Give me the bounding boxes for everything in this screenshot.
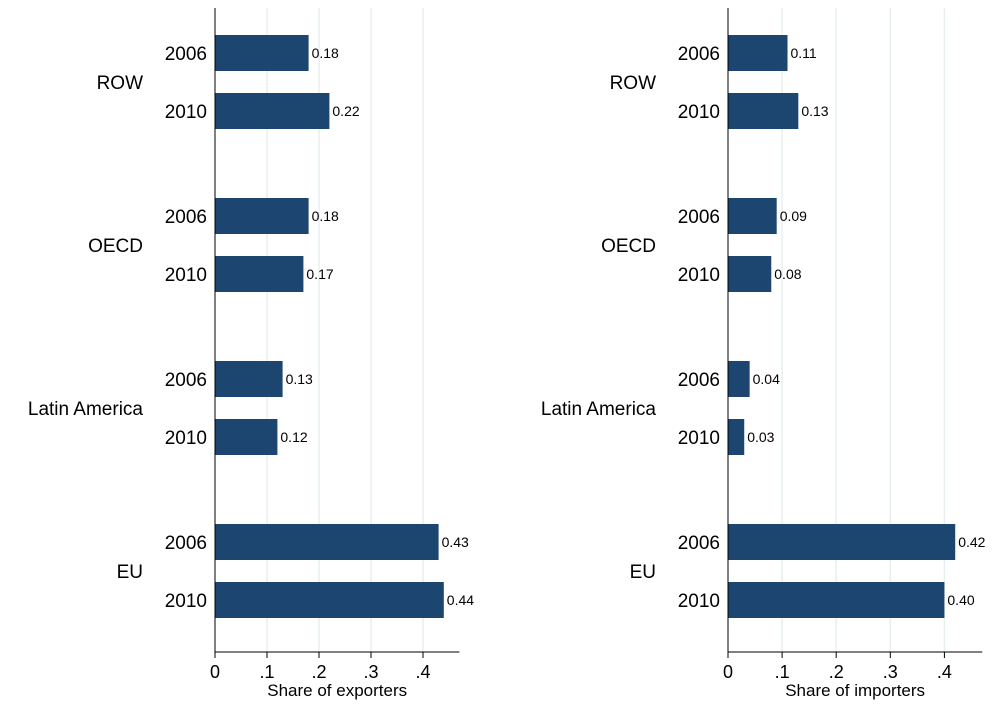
panel-2-x-tick-label: .3 — [883, 662, 898, 682]
panel-1-category-label: 2006 — [165, 207, 207, 228]
panel-1-x-tick-label: 0 — [210, 662, 220, 682]
panel-1-group-label: ROW — [97, 73, 144, 94]
panel-1-data-label: 0.22 — [332, 103, 359, 119]
panel-1-data-label: 0.18 — [312, 208, 339, 224]
panel-1-category-label: 2010 — [165, 265, 207, 286]
panel-1-x-tick-label: .1 — [259, 662, 274, 682]
panel-2-x-tick-label: .2 — [829, 662, 844, 682]
panel-2-data-label: 0.09 — [780, 208, 807, 224]
panel-2-category-label: 2006 — [678, 207, 720, 228]
panel-2-bar-latin-america-2006 — [728, 361, 750, 397]
panel-1-data-label: 0.12 — [280, 429, 307, 445]
panel-2-group-label: OECD — [601, 236, 656, 257]
panel-2-data-label: 0.08 — [774, 266, 801, 282]
panel-1-x-axis-title: Share of exporters — [267, 681, 407, 700]
panel-1-bar-eu-2010 — [215, 582, 444, 618]
panel-2-group-label: Latin America — [541, 399, 657, 420]
panel-1-bar-latin-america-2006 — [215, 361, 283, 397]
panel-2-bar-latin-america-2010 — [728, 419, 745, 455]
panel-2-data-label: 0.04 — [753, 371, 780, 387]
panel-2-x-tick-label: 0 — [723, 662, 733, 682]
panel-1-data-label: 0.18 — [312, 45, 339, 61]
panel-1-group-label: EU — [117, 562, 143, 583]
panel-2-group-label: EU — [630, 562, 656, 583]
panel-2-data-label: 0.13 — [801, 103, 828, 119]
panel-1-bar-oecd-2006 — [215, 198, 309, 234]
panel-1-x-tick-label: .3 — [363, 662, 378, 682]
panel-2-data-label: 0.11 — [791, 45, 817, 61]
panel-1-group-label: OECD — [88, 236, 143, 257]
panel-2-bar-oecd-2010 — [728, 256, 772, 292]
panel-2-category-label: 2006 — [678, 533, 720, 554]
panel-1-category-label: 2010 — [165, 428, 207, 449]
panel-2-bar-row-2006 — [728, 35, 788, 71]
panel-2-data-label: 0.42 — [958, 534, 985, 550]
panel-2-x-axis-title: Share of importers — [785, 681, 925, 700]
panel-2-group-label: ROW — [610, 73, 657, 94]
panel-2-data-label: 0.40 — [947, 592, 974, 608]
panel-2-category-label: 2010 — [678, 591, 720, 612]
panel-2-category-label: 2010 — [678, 265, 720, 286]
panel-2-category-label: 2010 — [678, 428, 720, 449]
panel-1-bar-eu-2006 — [215, 524, 439, 560]
panel-2-bar-oecd-2006 — [728, 198, 777, 234]
panel-2-bar-row-2010 — [728, 93, 799, 129]
panel-2-x-tick-label: .1 — [775, 662, 790, 682]
panel-1-bar-row-2006 — [215, 35, 309, 71]
panel-1-category-label: 2006 — [165, 533, 207, 554]
panel-1-x-tick-label: .4 — [415, 662, 430, 682]
panel-1-category-label: 2006 — [165, 370, 207, 391]
panel-2-category-label: 2006 — [678, 44, 720, 65]
panel-1-group-label: Latin America — [28, 399, 144, 420]
panel-1-bar-latin-america-2010 — [215, 419, 278, 455]
panel-1-category-label: 2010 — [165, 102, 207, 123]
panel-2-bar-eu-2010 — [728, 582, 945, 618]
panel-1-data-label: 0.43 — [442, 534, 469, 550]
panel-2-data-label: 0.03 — [747, 429, 774, 445]
panel-2-category-label: 2010 — [678, 102, 720, 123]
panel-2-bar-eu-2006 — [728, 524, 956, 560]
panel-2-category-label: 2006 — [678, 370, 720, 391]
panel-1-bar-oecd-2010 — [215, 256, 304, 292]
panel-1-data-label: 0.17 — [306, 266, 333, 282]
panel-1-x-tick-label: .2 — [311, 662, 326, 682]
panel-1-bar-row-2010 — [215, 93, 330, 129]
panel-1-data-label: 0.13 — [286, 371, 313, 387]
panel-1-data-label: 0.44 — [447, 592, 474, 608]
panel-1-category-label: 2006 — [165, 44, 207, 65]
panel-2-x-tick-label: .4 — [937, 662, 952, 682]
panel-1-category-label: 2010 — [165, 591, 207, 612]
